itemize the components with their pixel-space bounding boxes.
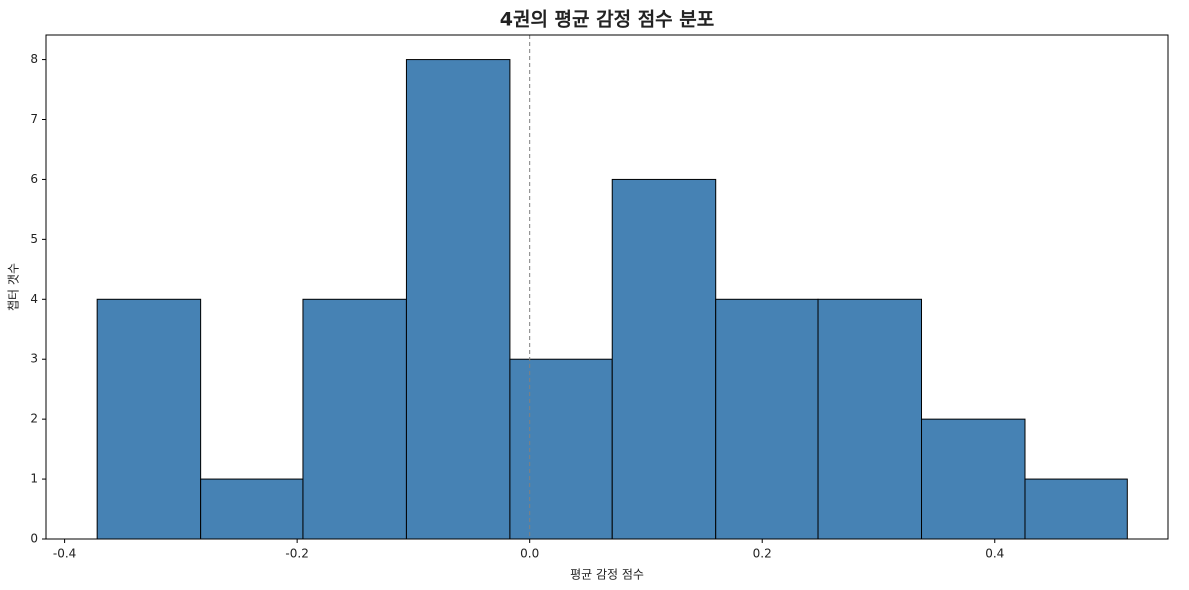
x-tick-label: 0.0 [520, 547, 539, 561]
bar [611, 178, 717, 540]
y-tick-label: 8 [30, 52, 38, 66]
bar [509, 358, 613, 540]
x-tick-label: 0.2 [753, 547, 772, 561]
bar [817, 298, 923, 540]
bar [200, 478, 304, 540]
x-axis-label: 평균 감정 점수 [570, 568, 644, 582]
bar [1024, 478, 1128, 540]
x-tick-label: -0.4 [53, 547, 76, 561]
x-tick-label: 0.4 [985, 547, 1004, 561]
bar [715, 298, 819, 540]
bar [302, 298, 407, 540]
y-tick-label: 3 [30, 352, 38, 366]
bar [405, 59, 511, 540]
y-tick-label: 4 [30, 292, 38, 306]
y-tick-label: 6 [30, 172, 38, 186]
bar [921, 418, 1026, 540]
y-tick-label: 5 [30, 232, 38, 246]
y-tick-label: 1 [30, 472, 38, 486]
y-tick-label: 0 [30, 532, 38, 546]
plot-frame [45, 34, 1169, 540]
y-axis-label: 챕터 갯수 [6, 263, 21, 311]
y-tick-label: 7 [30, 112, 38, 126]
y-tick-label: 2 [30, 412, 38, 426]
chart-title: 4권의 평균 감정 점수 분포 [500, 9, 714, 31]
bar [96, 298, 202, 540]
x-tick-label: -0.2 [285, 547, 308, 561]
